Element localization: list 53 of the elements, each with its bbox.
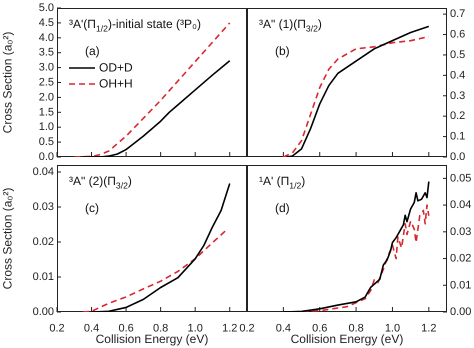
y-tick-label: 3.0 [38,62,54,74]
x-tick-label: 0.6 [312,322,328,335]
y-tick-label: 4.5 [38,16,54,29]
y-tick-label: 0.03 [32,201,54,214]
x-tick-label: 0.8 [348,322,364,335]
y-tick-label: 4.0 [38,32,54,44]
annotation: (b) [275,44,290,58]
annotation: (c) [85,201,99,215]
annotation: (a) [85,44,100,58]
y-tick-label: 0.7 [450,8,466,20]
y-tick-label: 1.0 [38,121,54,134]
y-tick-label: 2.0 [38,91,54,104]
x-tick-label: 1.2 [421,322,436,335]
y-tick-label: 0.03 [450,226,472,238]
y-tick-label: 0.1 [450,130,466,143]
x-tick-label: 1.2 [222,322,238,335]
x-axis-title: Collision Energy (eV) [96,332,208,346]
y-tick-label: 0.0 [450,151,466,164]
y-tick-label: 0.05 [450,172,472,184]
x-tick-label: 0.4 [276,322,292,335]
y-tick-label: 0.3 [450,90,466,102]
x-tick-label: 0.2 [239,322,255,335]
y-axis-title: Cross Section (a₀²) [0,32,15,134]
y-tick-label: 0.04 [32,166,54,178]
y-tick-label: 0.02 [450,252,472,265]
x-tick-label: 0.8 [152,322,168,335]
y-tick-label: 0.01 [450,279,472,292]
legend-label: OH+H [99,76,133,90]
y-tick-label: 5.0 [38,2,54,14]
y-tick-label: 0.00 [450,306,472,318]
y-tick-label: 0.5 [38,136,54,148]
x-tick-label: 1.0 [188,322,203,335]
y-tick-label: 0.2 [450,110,466,122]
y-tick-label: 1.5 [38,106,54,118]
y-tick-label: 0.01 [32,271,54,284]
y-tick-label: 0.02 [32,236,54,248]
annotation: (d) [275,201,290,215]
y-tick-label: 0.5 [450,48,466,61]
x-tick-label: 0.2 [49,322,65,335]
x-tick-label: 1.0 [384,322,400,335]
y-tick-label: 0.0 [38,151,54,164]
x-tick-label: 0.4 [84,322,100,335]
x-axis-title: Collision Energy (eV) [290,332,404,346]
y-tick-label: 0.4 [450,69,466,82]
y-tick-label: 2.5 [38,76,54,89]
y-axis-title: Cross Section (a₀²) [0,188,15,290]
y-tick-label: 0.04 [450,199,472,212]
line-series [82,229,228,312]
x-tick-label: 0.6 [118,322,134,335]
legend-label: OD+D [99,60,134,74]
y-tick-label: 0.00 [32,306,54,318]
y-tick-label: 3.5 [38,46,54,59]
y-tick-label: 0.6 [450,28,466,41]
